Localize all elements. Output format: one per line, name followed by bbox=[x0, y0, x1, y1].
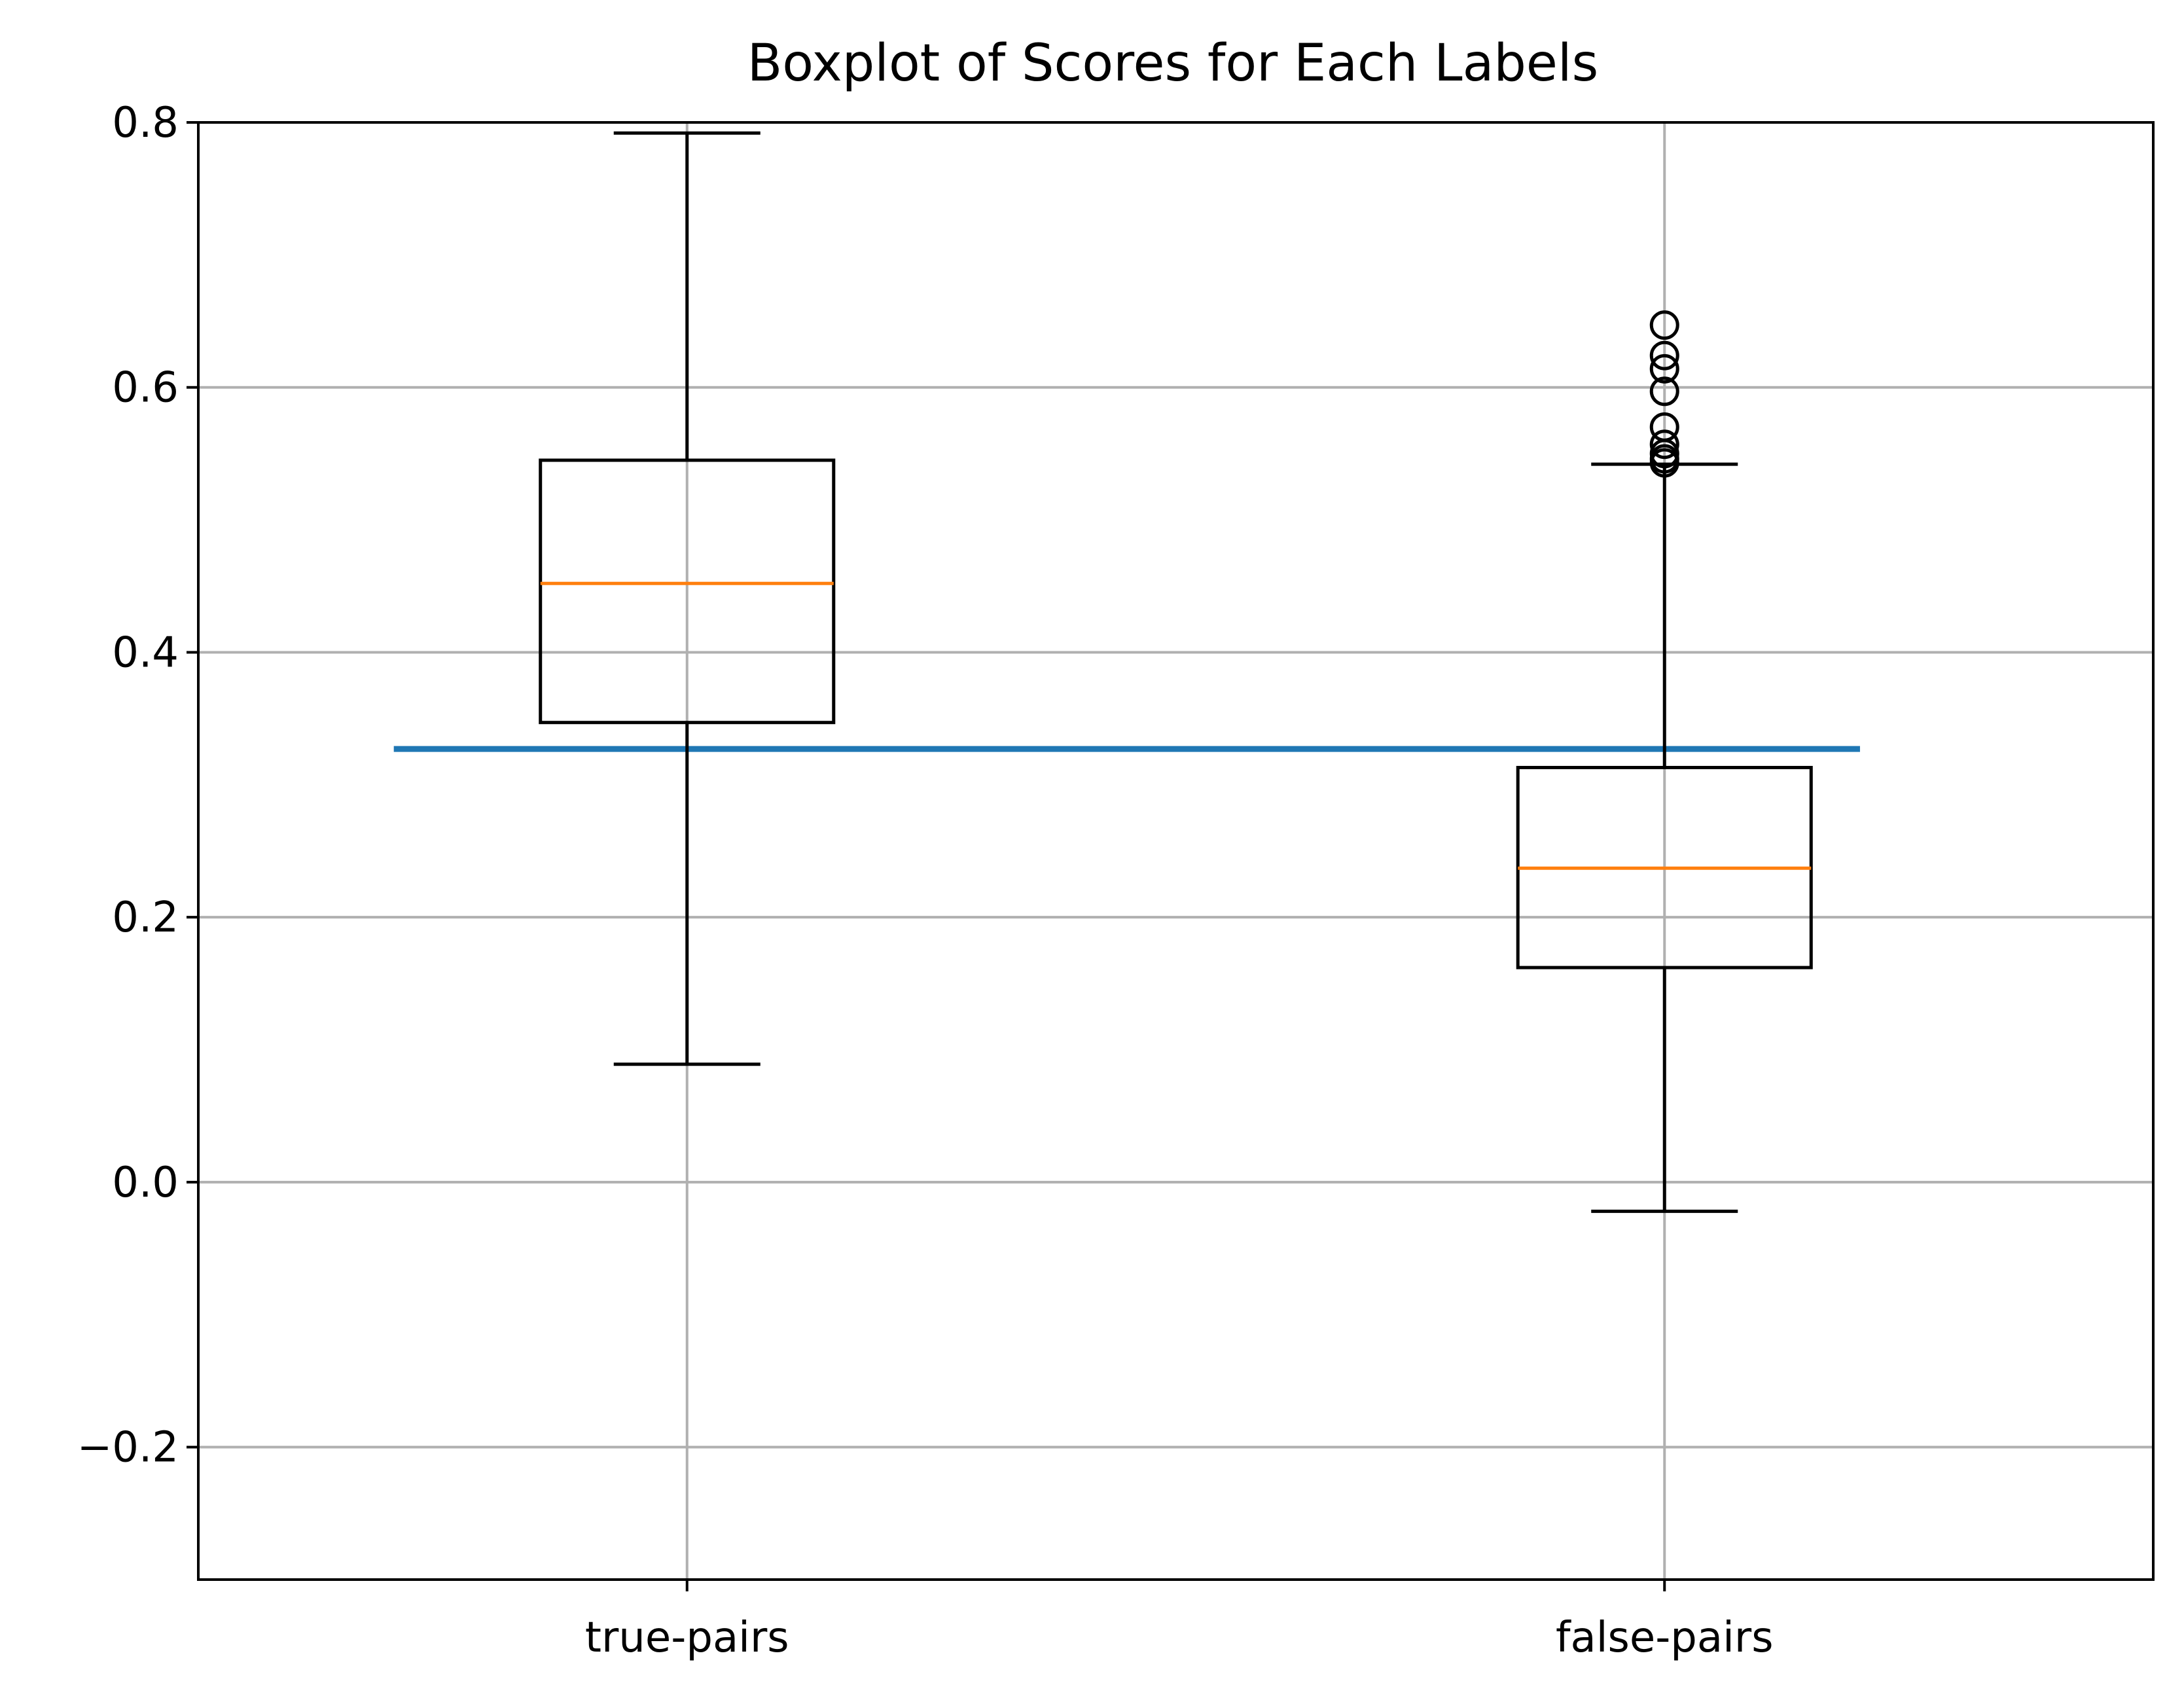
outlier-point bbox=[1649, 376, 1679, 407]
outlier-point bbox=[1649, 429, 1679, 460]
box-layer bbox=[539, 131, 1813, 1213]
y-tick-label: 0.6 bbox=[112, 364, 179, 412]
y-tick-label: −0.2 bbox=[77, 1424, 179, 1472]
outlier-point bbox=[1649, 310, 1679, 340]
y-tick-label: 0.8 bbox=[112, 99, 179, 147]
chart-title: Boxplot of Scores for Each Labels bbox=[747, 34, 1598, 93]
y-tick-label: 0.2 bbox=[112, 894, 179, 942]
box-false-pairs bbox=[1516, 310, 1813, 1213]
axes-frame bbox=[197, 121, 2155, 1581]
x-tick-label: true-pairs bbox=[585, 1614, 789, 1662]
x-tick-label: false-pairs bbox=[1556, 1614, 1774, 1662]
axis-layer: −0.2 0.0 0.2 0.4 0.6 0.8 true-pairs false-pairs bbox=[77, 99, 2155, 1662]
y-tick-label: 0.4 bbox=[112, 628, 179, 677]
iqr-box bbox=[539, 458, 836, 725]
outlier-point bbox=[1649, 340, 1679, 371]
y-tick-label: 0.0 bbox=[112, 1159, 179, 1207]
box-true-pairs bbox=[539, 131, 836, 1066]
outlier-point bbox=[1649, 448, 1679, 478]
outlier-point bbox=[1649, 353, 1679, 384]
grid-layer bbox=[198, 121, 2153, 1580]
